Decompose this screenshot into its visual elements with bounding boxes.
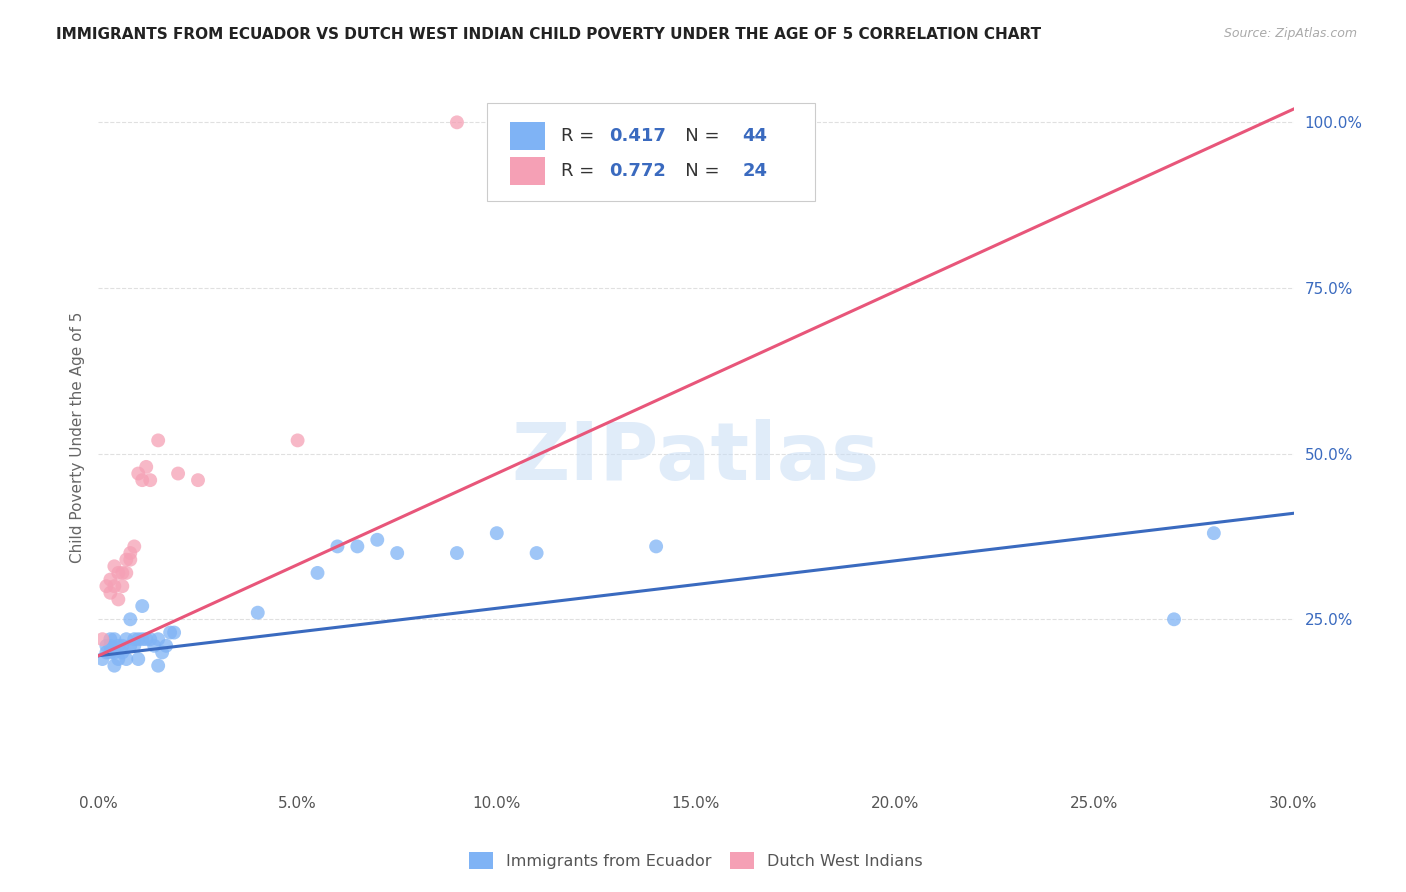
Text: R =: R =: [561, 127, 600, 145]
Point: [526, 546, 548, 560]
Point: [103, 645, 125, 659]
Point: [167, 467, 190, 481]
Text: ZIPatlas: ZIPatlas: [512, 419, 880, 497]
Text: 44: 44: [742, 127, 768, 145]
Point: [287, 434, 309, 448]
Point: [645, 540, 668, 554]
Point: [131, 632, 153, 647]
Point: [96, 579, 118, 593]
FancyBboxPatch shape: [486, 103, 815, 201]
Text: N =: N =: [668, 127, 725, 145]
Point: [127, 467, 149, 481]
Point: [150, 645, 173, 659]
Point: [139, 473, 162, 487]
Point: [107, 652, 129, 666]
Point: [111, 566, 134, 580]
Point: [120, 546, 142, 560]
Point: [148, 434, 170, 448]
Point: [107, 639, 129, 653]
Point: [115, 652, 138, 666]
Text: N =: N =: [668, 161, 725, 179]
Point: [163, 625, 186, 640]
Point: [98, 586, 122, 600]
Point: [1163, 612, 1185, 626]
Point: [385, 546, 409, 560]
Point: [124, 632, 146, 647]
Point: [326, 540, 349, 554]
Point: [91, 652, 114, 666]
Text: R =: R =: [561, 161, 600, 179]
Point: [155, 639, 177, 653]
Point: [111, 639, 134, 653]
Text: Source: ZipAtlas.com: Source: ZipAtlas.com: [1223, 27, 1357, 40]
Point: [131, 599, 153, 613]
Point: [96, 639, 118, 653]
Point: [446, 546, 468, 560]
Point: [103, 559, 125, 574]
Point: [124, 540, 146, 554]
Point: [103, 579, 125, 593]
Point: [98, 632, 122, 647]
Point: [135, 632, 157, 647]
Point: [143, 639, 166, 653]
Point: [307, 566, 329, 580]
Point: [346, 540, 368, 554]
Point: [120, 552, 142, 566]
Point: [148, 632, 170, 647]
Point: [187, 473, 209, 487]
Point: [91, 632, 114, 647]
Point: [159, 625, 181, 640]
Text: 0.772: 0.772: [609, 161, 665, 179]
Point: [1202, 526, 1225, 541]
Point: [485, 526, 508, 541]
Point: [148, 658, 170, 673]
Point: [111, 579, 134, 593]
Point: [98, 573, 122, 587]
Point: [115, 566, 138, 580]
Point: [446, 115, 468, 129]
Point: [127, 652, 149, 666]
Y-axis label: Child Poverty Under the Age of 5: Child Poverty Under the Age of 5: [69, 311, 84, 563]
Text: 0.417: 0.417: [609, 127, 665, 145]
Point: [127, 632, 149, 647]
Point: [98, 645, 122, 659]
Point: [96, 645, 118, 659]
Point: [98, 639, 122, 653]
Point: [139, 632, 162, 647]
Point: [120, 639, 142, 653]
Text: 24: 24: [742, 161, 768, 179]
Legend: Immigrants from Ecuador, Dutch West Indians: Immigrants from Ecuador, Dutch West Indi…: [463, 845, 929, 875]
Point: [103, 658, 125, 673]
Point: [366, 533, 388, 547]
Text: IMMIGRANTS FROM ECUADOR VS DUTCH WEST INDIAN CHILD POVERTY UNDER THE AGE OF 5 CO: IMMIGRANTS FROM ECUADOR VS DUTCH WEST IN…: [56, 27, 1042, 42]
Point: [124, 639, 146, 653]
Point: [107, 566, 129, 580]
Point: [120, 612, 142, 626]
Point: [115, 552, 138, 566]
Point: [246, 606, 269, 620]
Point: [131, 473, 153, 487]
FancyBboxPatch shape: [509, 122, 546, 150]
Point: [103, 632, 125, 647]
Point: [135, 459, 157, 474]
FancyBboxPatch shape: [509, 157, 546, 185]
Point: [107, 592, 129, 607]
Point: [111, 645, 134, 659]
Point: [115, 632, 138, 647]
